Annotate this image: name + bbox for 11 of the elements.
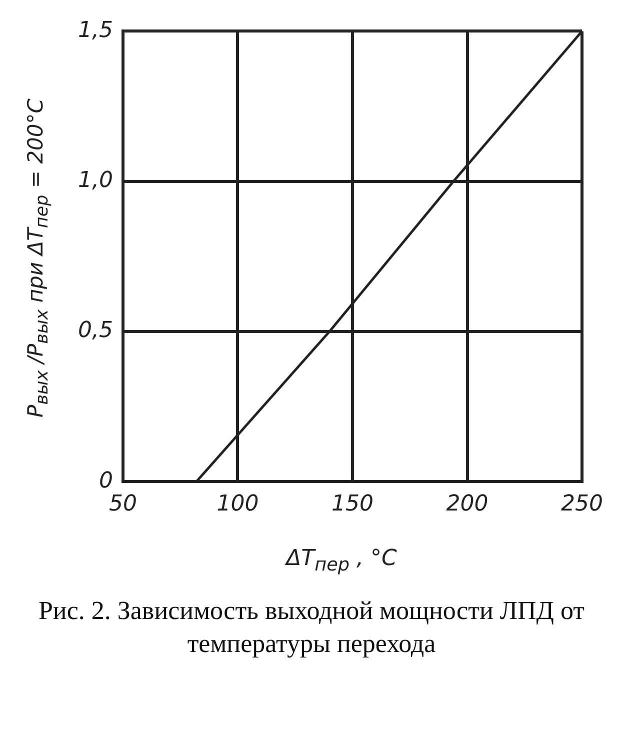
y-tick-label: 1,0 (78, 168, 113, 194)
x-axis-title: ΔT$_{пер}$ , °C (284, 546, 398, 576)
y-tick-label: 0,5 (78, 318, 113, 344)
x-tick-label: 50 (108, 492, 137, 517)
x-tick-label: 150 (331, 492, 374, 517)
x-tick-label: 250 (561, 492, 604, 517)
x-tick-label: 100 (216, 492, 259, 517)
y-tick-label: 1,5 (78, 18, 113, 43)
x-tick-label: 200 (446, 492, 488, 517)
y-tick-label: 0 (98, 468, 113, 494)
text: Рис. 2. Зависимость выходной мощности ЛПД от температуры перехода (37, 595, 586, 660)
